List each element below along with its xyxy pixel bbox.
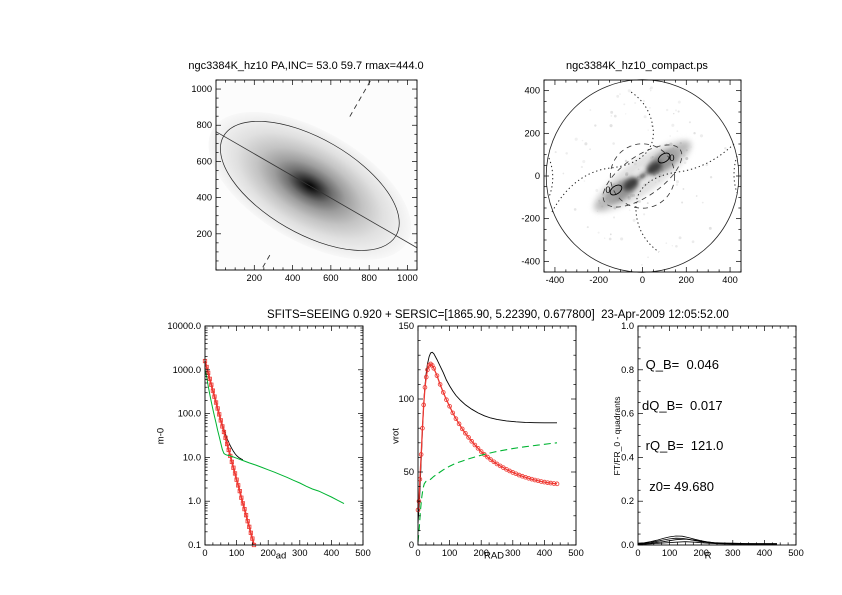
svg-text:400: 400 — [196, 193, 212, 203]
svg-text:0.2: 0.2 — [621, 496, 634, 506]
svg-text:200: 200 — [260, 548, 276, 558]
svg-text:200: 200 — [693, 548, 709, 558]
svg-text:800: 800 — [361, 273, 377, 283]
param-z0: z0= 49.680 — [642, 478, 714, 494]
svg-text:300: 300 — [725, 548, 741, 558]
svg-text:500: 500 — [355, 548, 371, 558]
panel-compact-map: 0 0 -400 -200 0 200 400 -400 -200 0 200 400 — [521, 79, 742, 285]
svg-text:-400: -400 — [521, 256, 540, 266]
residual-blobs — [592, 138, 693, 214]
svg-text:150: 150 — [398, 321, 414, 331]
svg-text:1.0: 1.0 — [621, 321, 634, 331]
svg-text:10000.0: 10000.0 — [167, 321, 201, 331]
svg-text:200: 200 — [247, 273, 263, 283]
svg-text:0.4: 0.4 — [621, 452, 634, 462]
svg-text:0: 0 — [640, 275, 645, 285]
svg-text:100: 100 — [398, 394, 414, 404]
fit-parameters-block: Q_B= 0.046 dQ_B= 0.017 rQ_B= 121.0 z0= 4… — [642, 331, 723, 520]
fit-summary-title: SFITS=SEEING 0.920 + SERSIC=[1865.90, 5.… — [267, 309, 729, 321]
svg-text:200: 200 — [679, 275, 695, 285]
profile-xaxis-label: ad — [275, 550, 287, 562]
profile-yaxis-label: m-0 — [155, 427, 167, 445]
svg-text:600: 600 — [323, 273, 339, 283]
param-dqb: dQ_B= 0.017 — [642, 397, 723, 413]
svg-text:0.6: 0.6 — [621, 409, 634, 419]
svg-text:100: 100 — [662, 548, 678, 558]
top-left-plot-title: ngc3384K_hz10 PA,INC= 53.0 59.7 rmax=444… — [188, 60, 424, 72]
panel-galaxy-image: 200 400 600 800 1000 200 400 600 800 1000 — [191, 79, 418, 283]
svg-text:400: 400 — [757, 548, 773, 558]
svg-text:400: 400 — [722, 275, 738, 285]
svg-text:100.0: 100.0 — [178, 409, 201, 419]
param-qb: Q_B= 0.046 — [642, 357, 719, 372]
svg-text:300: 300 — [505, 548, 521, 558]
fourier-yaxis-label: FT/FR_0 - quadrants — [612, 396, 622, 476]
svg-text:800: 800 — [196, 120, 212, 130]
svg-text:0: 0 — [605, 185, 610, 195]
svg-text:1000: 1000 — [397, 273, 418, 283]
svg-text:1000.0: 1000.0 — [173, 365, 201, 375]
fourier-xaxis-label: R — [704, 550, 712, 562]
svg-text:10.0: 10.0 — [183, 452, 201, 462]
svg-text:300: 300 — [292, 548, 308, 558]
panel-rotation-curve: 0 100 200 300 400 500 0 50 100 150 — [398, 321, 583, 558]
svg-text:400: 400 — [537, 548, 553, 558]
svg-text:100: 100 — [229, 548, 245, 558]
svg-text:0.1: 0.1 — [188, 540, 201, 550]
svg-text:200: 200 — [473, 548, 489, 558]
svg-text:0.0: 0.0 — [621, 540, 634, 550]
svg-text:0: 0 — [409, 540, 414, 550]
rotation-yaxis-label: vrot — [390, 428, 402, 444]
svg-text:400: 400 — [324, 548, 340, 558]
top-right-plot-title: ngc3384K_hz10_compact.ps — [566, 60, 708, 72]
param-rqb: rQ_B= 121.0 — [642, 438, 724, 453]
svg-text:1.0: 1.0 — [188, 496, 201, 506]
svg-text:0: 0 — [535, 171, 540, 181]
svg-text:400: 400 — [285, 273, 301, 283]
svg-text:200: 200 — [196, 229, 212, 239]
svg-text:-400: -400 — [546, 275, 565, 285]
svg-text:50: 50 — [404, 467, 414, 477]
svg-text:500: 500 — [568, 548, 584, 558]
svg-text:0: 0 — [669, 153, 674, 163]
svg-text:0: 0 — [202, 548, 207, 558]
svg-text:0: 0 — [415, 548, 420, 558]
svg-text:600: 600 — [196, 156, 212, 166]
svg-text:-200: -200 — [521, 214, 540, 224]
panel-profile: 0 100 200 300 400 500 10000.0 1000.0 100.0 10.0 1.… — [167, 321, 370, 558]
svg-text:1000: 1000 — [191, 84, 212, 94]
svg-text:0.8: 0.8 — [621, 365, 634, 375]
svg-text:500: 500 — [788, 548, 804, 558]
svg-text:100: 100 — [442, 548, 458, 558]
svg-text:200: 200 — [524, 128, 540, 138]
panel-fourier-quadrants: 0 100 200 300 400 500 0.0 0.2 0.4 0.6 0.8 1.0 — [621, 321, 804, 558]
svg-text:0: 0 — [635, 548, 640, 558]
svg-text:-200: -200 — [589, 275, 608, 285]
rotation-xaxis-label: RAD — [483, 550, 505, 562]
svg-text:400: 400 — [524, 86, 540, 96]
